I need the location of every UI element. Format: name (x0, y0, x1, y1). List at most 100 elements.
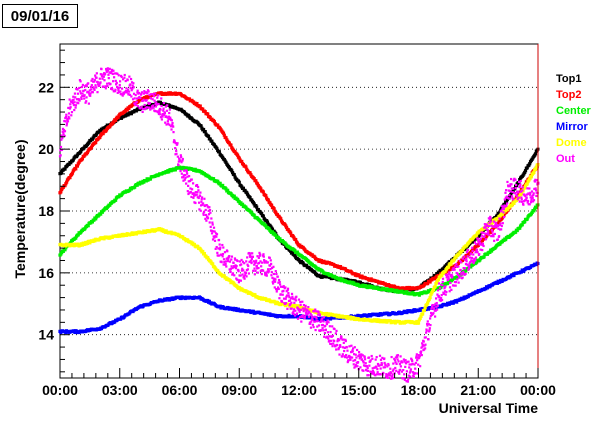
data-point (275, 272, 278, 276)
data-point (424, 347, 427, 350)
data-point (76, 88, 79, 91)
data-point (243, 277, 246, 280)
data-point (143, 90, 146, 93)
data-point (84, 101, 87, 104)
data-point (261, 190, 265, 194)
data-point (317, 324, 321, 327)
data-point (435, 272, 440, 276)
data-point (59, 190, 63, 194)
data-point (303, 315, 307, 318)
data-point (161, 115, 164, 118)
data-point (425, 303, 429, 307)
data-point (405, 290, 409, 294)
data-point (288, 296, 291, 299)
data-point (183, 169, 186, 172)
data-point (449, 262, 453, 266)
data-point (469, 260, 472, 264)
data-point (117, 88, 120, 92)
data-point (492, 225, 495, 229)
data-point (174, 142, 177, 145)
data-point (165, 109, 168, 112)
data-point (519, 192, 524, 196)
data-point (460, 258, 465, 263)
data-point (433, 315, 437, 318)
data-point (489, 220, 492, 223)
data-point (330, 342, 333, 346)
data-point (200, 200, 203, 203)
data-point (465, 260, 468, 263)
data-point (172, 131, 175, 134)
data-point (196, 185, 200, 189)
data-point (433, 304, 436, 307)
data-point (386, 365, 389, 368)
data-point (258, 251, 261, 255)
data-point (310, 314, 313, 317)
data-point (419, 352, 422, 355)
data-point (514, 183, 518, 187)
data-point (491, 230, 494, 233)
data-point (505, 204, 508, 207)
data-point (220, 261, 223, 264)
data-point (230, 258, 233, 261)
data-point (199, 248, 203, 252)
data-point (300, 320, 303, 323)
data-point (297, 298, 301, 301)
data-point (463, 267, 467, 270)
data-point (530, 210, 534, 214)
data-point (267, 270, 270, 273)
data-point (98, 84, 101, 87)
data-point (290, 301, 293, 304)
data-point (66, 120, 70, 123)
data-point (509, 275, 513, 279)
data-point (254, 179, 258, 183)
data-point (270, 271, 273, 274)
data-point (366, 366, 369, 370)
data-point (402, 358, 405, 361)
data-point (94, 74, 97, 77)
data-point (98, 77, 101, 80)
data-point (529, 201, 533, 204)
data-point (246, 263, 249, 266)
data-point (105, 69, 108, 72)
data-point (293, 314, 297, 317)
data-point (251, 309, 255, 313)
data-point (69, 241, 73, 245)
data-point (120, 75, 123, 79)
data-point (391, 377, 394, 380)
data-point (282, 297, 286, 300)
data-point (139, 96, 142, 100)
data-point (197, 189, 200, 192)
data-point (276, 275, 279, 278)
data-point (88, 92, 91, 95)
data-point (480, 234, 484, 237)
data-point (444, 293, 447, 296)
data-point (127, 93, 130, 96)
data-point (358, 353, 361, 356)
data-point (152, 106, 155, 109)
data-point (509, 193, 513, 197)
data-point (108, 203, 112, 207)
data-point (208, 115, 212, 120)
data-point (532, 193, 535, 196)
data-point (354, 353, 357, 356)
data-point (472, 238, 476, 243)
data-point (275, 290, 278, 293)
data-point (510, 177, 513, 181)
data-point (388, 374, 392, 377)
data-point (238, 279, 241, 282)
data-point (438, 287, 442, 290)
data-point (201, 203, 204, 206)
data-point (174, 147, 177, 150)
data-point (287, 292, 290, 295)
data-point (427, 338, 430, 341)
data-point (525, 196, 528, 199)
data-point (199, 209, 202, 212)
data-point (191, 241, 195, 245)
data-point (110, 86, 113, 90)
data-point (182, 176, 185, 179)
data-point (528, 193, 532, 196)
data-point (251, 252, 254, 255)
data-point (255, 182, 260, 186)
data-point (281, 293, 284, 296)
data-point (324, 324, 327, 328)
